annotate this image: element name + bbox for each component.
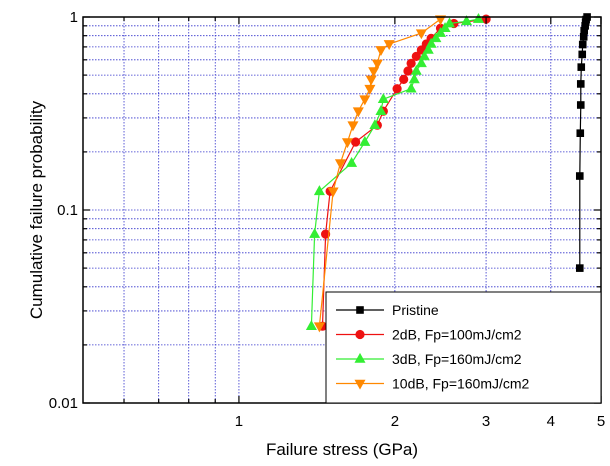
data-point	[352, 107, 364, 118]
series-1	[317, 14, 491, 331]
data-point	[347, 121, 359, 132]
data-point	[375, 46, 387, 57]
legend-marker	[354, 379, 366, 390]
data-point	[313, 185, 325, 196]
data-point	[351, 137, 361, 147]
data-point	[460, 15, 473, 26]
legend-label: 3dB, Fp=160mJ/cm2	[392, 351, 522, 367]
data-point	[576, 129, 585, 137]
series-line	[321, 18, 487, 327]
data-point	[444, 17, 456, 28]
series-3	[313, 15, 447, 333]
data-point	[578, 40, 587, 49]
data-point	[375, 105, 387, 116]
series-0	[575, 13, 591, 272]
x-tick-label: 2	[391, 413, 399, 430]
legend-marker	[354, 352, 366, 363]
data-point	[305, 320, 317, 330]
data-point	[399, 74, 409, 84]
data-point	[578, 50, 587, 59]
data-point	[359, 95, 371, 106]
data-point	[377, 93, 389, 104]
legend-label: 2dB, Fp=100mJ/cm2	[392, 327, 522, 343]
legend-marker	[356, 306, 364, 314]
data-point	[346, 156, 358, 167]
y-axis-title: Cumulative failure probability	[27, 100, 46, 319]
x-tick-label: 1	[235, 413, 243, 430]
data-point	[575, 264, 584, 272]
data-point	[368, 67, 380, 78]
data-point	[411, 51, 421, 61]
data-point	[364, 84, 376, 95]
data-point	[406, 58, 416, 68]
data-point	[309, 227, 321, 238]
legend-label: 10dB, Fp=160mJ/cm2	[392, 376, 530, 392]
data-point	[341, 138, 353, 149]
data-point	[321, 229, 331, 239]
data-point	[359, 135, 371, 146]
data-point	[425, 37, 437, 48]
data-point	[334, 159, 346, 170]
data-point	[435, 27, 447, 37]
data-point	[418, 50, 430, 61]
data-point	[575, 172, 584, 180]
data-point	[383, 40, 395, 51]
legend-label: Pristine	[392, 302, 439, 318]
data-point	[313, 322, 325, 333]
data-point	[576, 80, 585, 88]
x-axis-title: Failure stress (GPa)	[266, 440, 418, 459]
series-layer	[305, 13, 591, 333]
y-tick-label: 1	[70, 9, 78, 26]
data-point	[327, 187, 339, 198]
data-point	[415, 57, 427, 68]
data-point	[371, 59, 383, 70]
data-point	[472, 13, 484, 23]
legend-marker	[355, 329, 365, 340]
legend: Pristine 2dB, Fp=100mJ/cm2 3dB, Fp=160mJ/c…	[325, 291, 602, 404]
y-tick-label: 0.1	[57, 202, 78, 219]
data-point	[435, 15, 447, 26]
data-point	[576, 101, 585, 109]
series-2	[305, 13, 484, 330]
data-point	[430, 32, 442, 43]
data-point	[405, 82, 417, 93]
x-tick-label: 3	[482, 413, 490, 430]
y-tick-label: 0.01	[49, 395, 78, 412]
data-point	[577, 63, 586, 71]
data-point	[422, 43, 434, 54]
tick-layer: 1 2 3 4 5 0.01 0.1 1	[49, 9, 605, 430]
data-point	[365, 75, 377, 86]
data-point	[392, 84, 402, 94]
data-point	[369, 119, 381, 130]
x-tick-label: 5	[597, 413, 605, 430]
data-point	[408, 73, 420, 84]
data-point	[410, 64, 422, 75]
data-point	[403, 66, 413, 76]
x-tick-label: 4	[547, 413, 555, 430]
data-point	[415, 29, 427, 40]
